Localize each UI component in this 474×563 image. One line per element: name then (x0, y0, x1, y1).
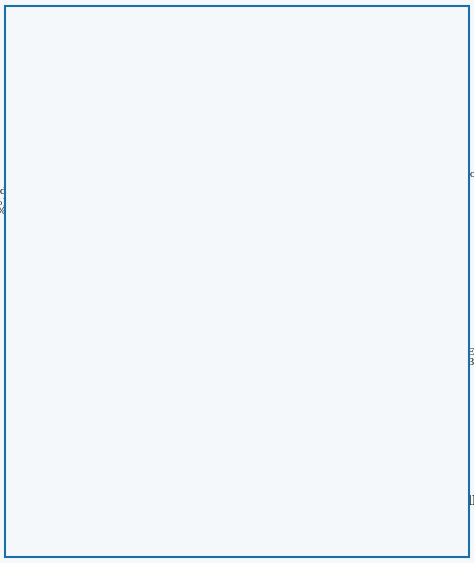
Text: Japan (1.9%)
0.5%: Japan (1.9%) 0.5% (225, 73, 293, 92)
Wedge shape (109, 276, 237, 403)
Text: Canada (0.6%)
4.5%: Canada (0.6%) 4.5% (101, 81, 179, 100)
Text: United States (4.9%)
33.4%: United States (4.9%) 33.4% (78, 474, 188, 494)
Wedge shape (88, 127, 237, 351)
Text: Europe (11.1%)
39.4%: Europe (11.1%) 39.4% (467, 348, 474, 368)
Text: Morphine: distribution of consumption in
relation to share of world population, : Morphine: distribution of consumption in… (41, 37, 433, 72)
Wedge shape (237, 127, 386, 393)
Wedge shape (198, 276, 237, 421)
Text: Other countries (81.1%)
14.3%: Other countries (81.1%) 14.3% (430, 169, 474, 189)
Text: Australia and
New Zealand (0.4%)
7.9%: Australia and New Zealand (0.4%) 7.9% (0, 187, 7, 216)
Wedge shape (160, 276, 237, 419)
Text: Note: Percentages in parentheses refer to share of the total population of all
r: Note: Percentages in parentheses refer t… (19, 495, 474, 524)
Wedge shape (203, 276, 329, 425)
